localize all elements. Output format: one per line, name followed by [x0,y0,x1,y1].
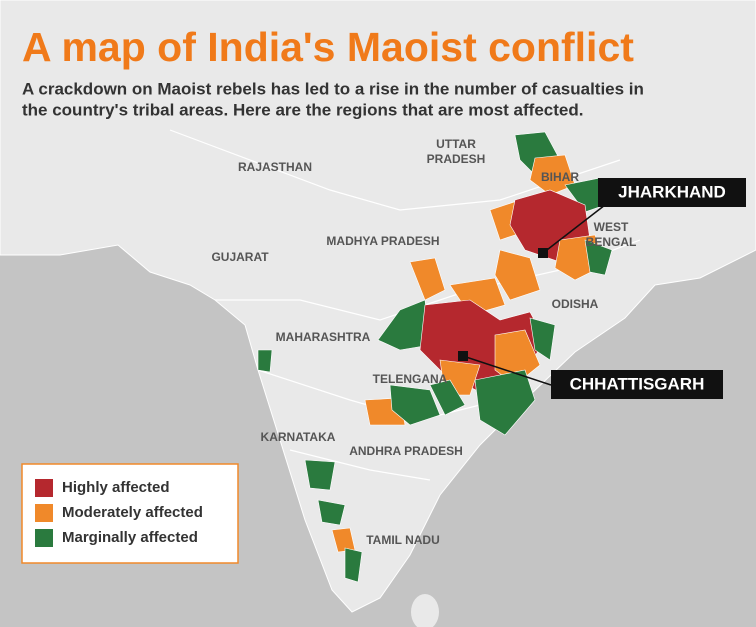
region-label: KARNATAKA [261,430,336,444]
callout-label: JHARKHAND [618,182,726,201]
legend-label: Highly affected [62,479,170,496]
callout-dot [458,351,468,361]
subtitle: A crackdown on Maoist rebels has led to … [22,79,644,98]
region-label: MADHYA PRADESH [326,234,439,248]
title: A map of India's Maoist conflict [22,24,634,70]
callout-label: CHHATTISGARH [570,374,705,393]
legend-swatch [35,479,53,497]
area [331,527,356,553]
region-label: ANDHRA PRADESH [349,444,463,458]
affected-areas [257,131,613,583]
region-label: BIHAR [541,170,579,184]
callout-dot [538,248,548,258]
region-label: TELENGANA [373,372,448,386]
land [0,0,756,613]
area [257,349,273,373]
area [529,154,576,196]
callout-box [551,370,723,399]
callout-box [598,178,746,207]
region-label: PRADESH [427,152,486,166]
area [429,379,466,416]
callout-line [542,204,606,254]
region-label: TAMIL NADU [366,533,440,547]
area [494,249,541,301]
area [409,257,446,301]
legend-label: Moderately affected [62,504,203,521]
region-label: GUJARAT [211,250,269,264]
region-label: RAJASTHAN [238,160,312,174]
area [377,299,431,351]
area [584,239,613,276]
subtitle: the country's tribal areas. Here are the… [22,100,583,119]
border [289,449,431,481]
sri-lanka [411,594,439,627]
area [304,459,336,491]
callout-line [462,355,552,386]
legend-swatch [35,504,53,522]
area [494,329,541,386]
region-label: WEST [594,220,629,234]
legend-box [21,463,239,564]
region-label: UTTAR [436,137,476,151]
legend-label: Marginally affected [62,529,198,546]
area [529,317,556,361]
area [389,384,441,426]
area [344,547,363,583]
legend-swatch [35,529,53,547]
region-label: ODISHA [552,297,599,311]
area [474,369,536,436]
area [317,499,346,526]
region-label: BENGAL [586,235,637,249]
region-label: MAHARASHTRA [276,330,371,344]
region-labels: UTTAR PRADESH RAJASTHAN BIHAR MADHYA PRA… [211,137,636,547]
